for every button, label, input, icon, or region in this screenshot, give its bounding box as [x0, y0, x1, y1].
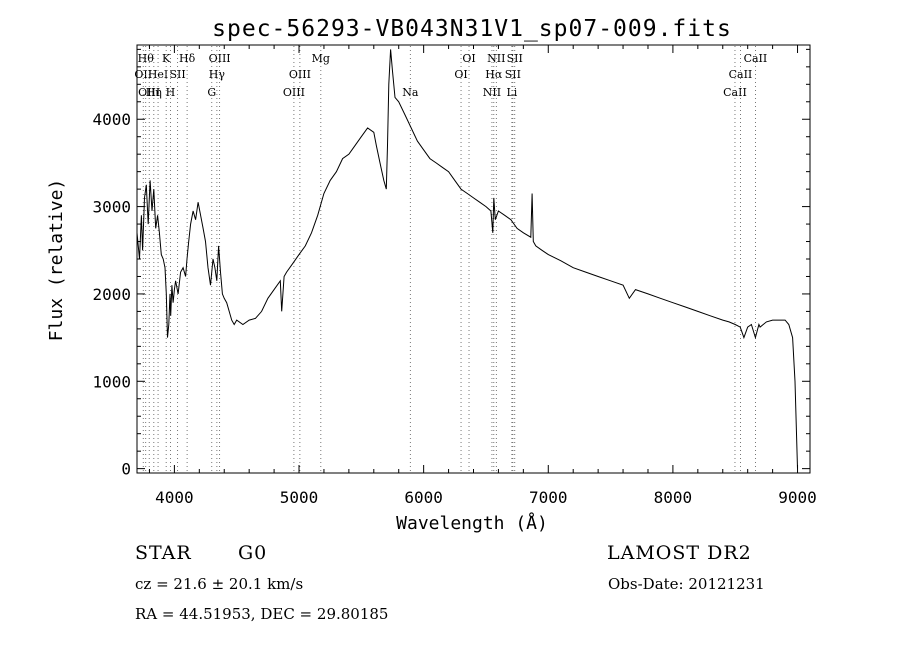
y-tick-label: 1000: [92, 372, 131, 391]
line-marker-label: Na: [402, 86, 419, 99]
y-tick-label: 4000: [92, 110, 131, 129]
object-class-label: STAR: [135, 542, 192, 564]
redshift-info: cz = 21.6 ± 20.1 km/s: [135, 575, 303, 593]
y-tick-label: 2000: [92, 285, 131, 304]
x-axis-label: Wavelength (Å): [396, 512, 548, 534]
x-tick-label: 6000: [404, 488, 443, 507]
line-marker-label: NII: [483, 86, 501, 99]
line-marker-label: SII: [505, 68, 521, 81]
coordinates-info: RA = 44.51953, DEC = 29.80185: [135, 605, 388, 623]
x-tick-label: 8000: [654, 488, 693, 507]
line-markers: OIIHθOIIIHηHeIKHSIIHδGHγOIIIOIIIOIIIMgNa…: [134, 46, 767, 472]
survey-name: LAMOST DR2: [607, 542, 752, 564]
line-marker-label: OIII: [289, 68, 311, 81]
x-tick-label: 9000: [778, 488, 817, 507]
redshift-text: cz = 21.6 ± 20.1 km/s: [135, 575, 303, 593]
line-marker-label: Mg: [312, 52, 330, 65]
y-axis: 0 1000 2000 3000 4000: [92, 49, 810, 478]
line-marker-label: Hα: [485, 68, 503, 81]
obs-date-info: Obs-Date: 20121231: [608, 575, 765, 593]
coordinates-text: RA = 44.51953, DEC = 29.80185: [135, 605, 388, 623]
line-marker-label: Hθ: [138, 52, 155, 65]
line-marker-label: CaII: [744, 52, 768, 65]
x-tick-label: 4000: [155, 488, 194, 507]
x-axis: 4000 5000 6000 7000 8000 9000: [149, 45, 816, 507]
object-class: STAR: [135, 542, 192, 564]
line-marker-label: Li: [506, 86, 517, 99]
line-marker-label: G: [207, 86, 216, 99]
line-marker-label: Hη: [146, 86, 162, 99]
line-marker-label: H: [166, 86, 176, 99]
line-marker-label: SII: [170, 68, 186, 81]
x-tick-label: 7000: [529, 488, 568, 507]
plot-frame: [137, 45, 810, 473]
line-marker-label: Hδ: [179, 52, 196, 65]
spectrum-line: [137, 49, 798, 468]
line-marker-label: OIII: [283, 86, 305, 99]
line-marker-label: HeI: [148, 68, 168, 81]
survey-name-label: LAMOST DR2: [607, 542, 752, 564]
line-marker-label: Hγ: [209, 68, 226, 81]
object-subclass: G0: [238, 542, 267, 564]
y-tick-label: 0: [121, 460, 131, 479]
line-marker-label: OIII: [209, 52, 231, 65]
line-marker-label: SII: [507, 52, 523, 65]
line-marker-label: CaII: [729, 68, 753, 81]
x-tick-label: 5000: [280, 488, 319, 507]
line-marker-label: OI: [454, 68, 467, 81]
line-marker-label: NII: [487, 52, 505, 65]
chart-title: spec-56293-VB043N31V1_sp07-009.fits: [212, 16, 732, 42]
line-marker-label: OI: [462, 52, 475, 65]
y-tick-label: 3000: [92, 198, 131, 217]
obs-date-text: Obs-Date: 20121231: [608, 575, 765, 593]
object-subclass-label: G0: [238, 542, 267, 564]
line-marker-label: CaII: [723, 86, 747, 99]
line-marker-label: K: [162, 52, 171, 65]
y-axis-label: Flux (relative): [46, 179, 67, 342]
